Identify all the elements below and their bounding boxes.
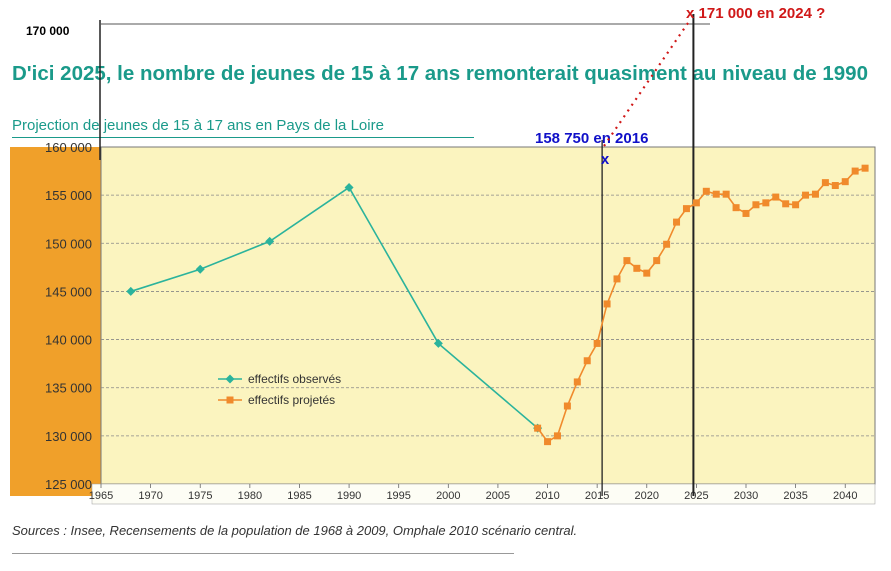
data-point-projected <box>653 257 661 265</box>
series-line-projected <box>536 167 866 443</box>
data-point-projected <box>712 190 720 198</box>
y-tick-label: 125 000 <box>45 477 92 492</box>
chart-subtitle: Projection de jeunes de 15 à 17 ans en P… <box>12 117 384 134</box>
y-tick-label: 155 000 <box>45 188 92 203</box>
data-point-observed <box>265 236 275 246</box>
data-point-projected <box>752 201 760 209</box>
x-axis-strip <box>91 483 876 505</box>
data-point-projected <box>722 190 730 198</box>
legend-marker-projected <box>226 396 234 404</box>
data-point-projected <box>623 257 631 265</box>
x-tick-label: 2010 <box>535 490 559 502</box>
data-point-projected <box>593 339 601 347</box>
data-point-projected <box>673 218 681 226</box>
x-tick-label: 1975 <box>188 490 212 502</box>
data-point-projected <box>544 438 552 446</box>
x-tick-label: 1970 <box>138 490 162 502</box>
data-point-projected <box>682 205 690 213</box>
x-tick-label: 2040 <box>833 490 857 502</box>
x-tick-label: 2020 <box>635 490 659 502</box>
x-tick-label: 1980 <box>238 490 262 502</box>
chart-title: D'ici 2025, le nombre de jeunes de 15 à … <box>12 62 868 85</box>
data-point-observed <box>433 338 443 348</box>
data-point-observed <box>344 182 354 192</box>
data-point-projected <box>603 300 611 308</box>
data-point-projected <box>573 378 581 386</box>
x-tick-label: 2000 <box>436 490 460 502</box>
y-tick-label: 150 000 <box>45 236 92 251</box>
y-tick-label: 130 000 <box>45 429 92 444</box>
data-point-projected <box>742 209 750 217</box>
data-point-projected <box>613 275 621 283</box>
data-point-projected <box>851 167 859 175</box>
data-point-observed <box>126 286 136 296</box>
data-point-projected <box>782 200 790 208</box>
data-point-projected <box>633 264 641 272</box>
x-tick-label: 1995 <box>386 490 410 502</box>
data-point-projected <box>772 193 780 201</box>
y-tick-label: 135 000 <box>45 381 92 396</box>
data-point-projected <box>821 179 829 187</box>
data-point-projected <box>563 402 571 410</box>
data-point-projected <box>841 178 849 186</box>
data-point-projected <box>732 204 740 212</box>
x-tick-label: 2015 <box>585 490 609 502</box>
legend-label-projected: effectifs projetés <box>248 393 335 407</box>
x-tick-label: 2025 <box>684 490 708 502</box>
annotation-2024-label: x 171 000 en 2024 ? <box>686 5 825 22</box>
subtitle-underline <box>12 137 474 138</box>
data-point-projected <box>643 269 651 277</box>
data-point-projected <box>702 187 710 195</box>
data-point-projected <box>762 199 770 207</box>
y-tick-label: 140 000 <box>45 333 92 348</box>
y-tick-label: 160 000 <box>45 140 92 155</box>
data-point-projected <box>831 182 839 190</box>
series-line-observed <box>130 186 539 429</box>
x-tick-label: 2005 <box>486 490 510 502</box>
data-point-projected <box>583 357 591 365</box>
data-point-projected <box>692 199 700 207</box>
data-point-projected <box>811 190 819 198</box>
data-point-projected <box>802 191 810 199</box>
legend-marker-observed <box>225 374 235 384</box>
x-tick-label: 1985 <box>287 490 311 502</box>
x-tick-label: 1965 <box>89 490 113 502</box>
bottom-rule <box>12 553 514 554</box>
plot-area <box>100 146 876 485</box>
data-point-projected <box>792 201 800 209</box>
data-point-projected <box>861 164 869 172</box>
annotation-2016-label: 158 750 en 2016 <box>535 130 648 147</box>
y-tick-label: 145 000 <box>45 284 92 299</box>
data-point-projected <box>534 424 542 432</box>
data-point-projected <box>663 240 671 248</box>
x-tick-label: 2030 <box>734 490 758 502</box>
annotation-170000-label: 170 000 <box>26 24 70 38</box>
data-point-projected <box>553 432 561 440</box>
legend-label-observed: effectifs observés <box>248 372 341 386</box>
x-tick-label: 2035 <box>783 490 807 502</box>
data-point-observed <box>195 264 205 274</box>
annotation-2016-marker: x <box>601 151 610 168</box>
x-tick-label: 1990 <box>337 490 361 502</box>
annotation-2024-dotted-line <box>603 19 691 147</box>
source-note: Sources : Insee, Recensements de la popu… <box>12 523 578 538</box>
